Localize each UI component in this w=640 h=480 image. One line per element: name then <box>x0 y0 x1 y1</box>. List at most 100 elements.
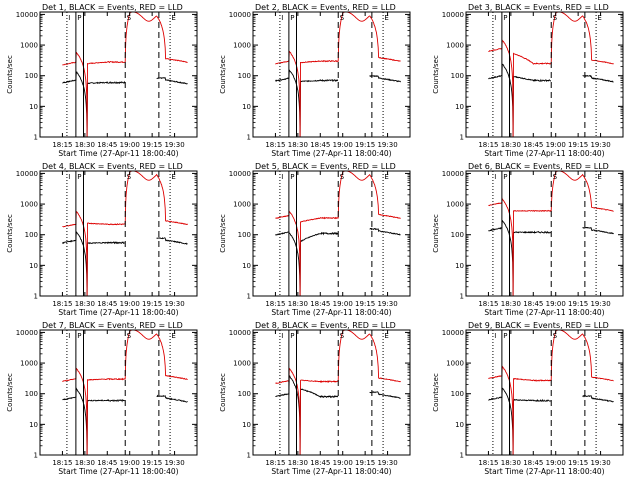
plot-frame <box>39 11 198 138</box>
detector-panel: Det 4, BLACK = Events, RED = LLD I P S E 1 10 1… <box>6 162 198 317</box>
y-tick-label: 10 <box>455 262 464 270</box>
x-axis-title: Start Time (27-Apr-11 18:00:40) <box>58 308 178 317</box>
y-tick-label: 100 <box>238 72 251 80</box>
x-tick-label: 19:15 <box>355 300 375 308</box>
detector-panel: Det 1, BLACK = Events, RED = LLD I P S E 1 10 1… <box>6 3 198 158</box>
y-tick-label: 100 <box>451 231 464 239</box>
marker-label: P <box>77 332 81 340</box>
marker-label: S <box>553 332 558 340</box>
marker-label: S <box>553 14 558 22</box>
x-tick-label: 19:00 <box>546 300 566 308</box>
panel-title: Det 2, BLACK = Events, RED = LLD <box>255 3 396 12</box>
plot-frame <box>39 329 198 456</box>
y-tick-label: 100 <box>25 72 38 80</box>
y-tick-label: 10000 <box>229 329 251 337</box>
plot-frame <box>465 11 624 138</box>
x-tick-label: 19:30 <box>164 300 184 308</box>
x-tick-label: 19:30 <box>164 141 184 149</box>
y-tick-label: 1000 <box>446 42 464 50</box>
x-tick-label: 19:00 <box>333 459 353 467</box>
y-tick-label: 1 <box>34 134 38 142</box>
y-tick-label: 1 <box>34 452 38 460</box>
marker-label: E <box>171 332 175 340</box>
y-tick-label: 100 <box>451 72 464 80</box>
y-tick-label: 1 <box>247 134 251 142</box>
x-axis-title: Start Time (27-Apr-11 18:00:40) <box>271 149 391 158</box>
marker-label: S <box>340 332 345 340</box>
plot-frame <box>465 329 624 456</box>
y-tick-label: 10 <box>455 103 464 111</box>
y-tick-label: 100 <box>238 390 251 398</box>
x-tick-label: 19:15 <box>355 141 375 149</box>
y-tick-label: 100 <box>25 231 38 239</box>
marker-label: P <box>503 332 507 340</box>
y-axis-title: Counts/sec <box>219 55 227 94</box>
x-tick-label: 19:15 <box>568 141 588 149</box>
detector-panel: Det 5, BLACK = Events, RED = LLD I P S E 1 10 1… <box>219 162 411 317</box>
x-tick-label: 19:00 <box>120 459 140 467</box>
y-axis-title: Counts/sec <box>432 55 440 94</box>
x-tick-label: 19:30 <box>377 459 397 467</box>
marker-label: S <box>340 14 345 22</box>
marker-label: E <box>597 332 601 340</box>
events-series-line <box>275 227 401 296</box>
x-tick-label: 18:45 <box>97 141 117 149</box>
x-tick-label: 18:30 <box>288 459 308 467</box>
x-axis-title: Start Time (27-Apr-11 18:00:40) <box>58 149 178 158</box>
y-tick-label: 10 <box>242 103 251 111</box>
x-tick-label: 18:30 <box>501 141 521 149</box>
y-tick-label: 1000 <box>20 42 38 50</box>
events-series-line <box>62 386 188 455</box>
marker-label: P <box>290 14 294 22</box>
y-tick-label: 1000 <box>233 201 251 209</box>
y-tick-label: 10 <box>29 421 38 429</box>
events-series-line <box>275 69 401 137</box>
detector-panel: Det 7, BLACK = Events, RED = LLD I P S E 1 10 1… <box>6 321 198 476</box>
detector-panel: Det 6, BLACK = Events, RED = LLD I P S E 1 10 1… <box>432 162 624 317</box>
marker-label: S <box>127 332 132 340</box>
marker-label: P <box>290 173 294 181</box>
detector-panel: Det 3, BLACK = Events, RED = LLD I P S E 1 10 1… <box>432 3 624 158</box>
x-axis-title: Start Time (27-Apr-11 18:00:40) <box>484 467 604 476</box>
plot-frame <box>252 170 411 297</box>
marker-label: E <box>384 173 388 181</box>
x-tick-label: 19:15 <box>142 459 162 467</box>
y-tick-label: 1000 <box>233 42 251 50</box>
panel-title: Det 4, BLACK = Events, RED = LLD <box>42 162 183 171</box>
x-tick-label: 18:30 <box>288 141 308 149</box>
marker-label: E <box>171 14 175 22</box>
x-tick-label: 18:30 <box>75 300 95 308</box>
panel-title: Det 7, BLACK = Events, RED = LLD <box>42 321 183 330</box>
plot-frame <box>252 11 411 138</box>
x-tick-label: 19:00 <box>120 141 140 149</box>
y-tick-label: 1000 <box>20 360 38 368</box>
plot-frame <box>465 170 624 297</box>
marker-label: I <box>494 173 496 181</box>
y-axis-title: Counts/sec <box>6 55 14 94</box>
x-tick-label: 19:15 <box>568 300 588 308</box>
x-tick-label: 18:30 <box>75 141 95 149</box>
y-tick-label: 1000 <box>446 201 464 209</box>
marker-label: I <box>68 332 70 340</box>
marker-label: E <box>384 14 388 22</box>
x-tick-label: 18:45 <box>523 459 543 467</box>
events-series-line <box>488 63 614 137</box>
panel-title: Det 5, BLACK = Events, RED = LLD <box>255 162 396 171</box>
x-tick-label: 18:15 <box>52 459 72 467</box>
panel-title: Det 1, BLACK = Events, RED = LLD <box>42 3 183 12</box>
x-tick-label: 19:30 <box>590 300 610 308</box>
y-tick-label: 1000 <box>20 201 38 209</box>
y-tick-label: 100 <box>451 390 464 398</box>
marker-label: E <box>384 332 388 340</box>
x-tick-label: 18:45 <box>310 300 330 308</box>
plot-frame <box>252 329 411 456</box>
marker-label: S <box>127 14 132 22</box>
x-tick-label: 19:30 <box>377 300 397 308</box>
y-tick-label: 10000 <box>442 11 464 19</box>
y-axis-title: Counts/sec <box>6 373 14 412</box>
marker-label: I <box>281 173 283 181</box>
x-axis-title: Start Time (27-Apr-11 18:00:40) <box>484 149 604 158</box>
y-tick-label: 10000 <box>16 11 38 19</box>
x-tick-label: 19:15 <box>142 141 162 149</box>
